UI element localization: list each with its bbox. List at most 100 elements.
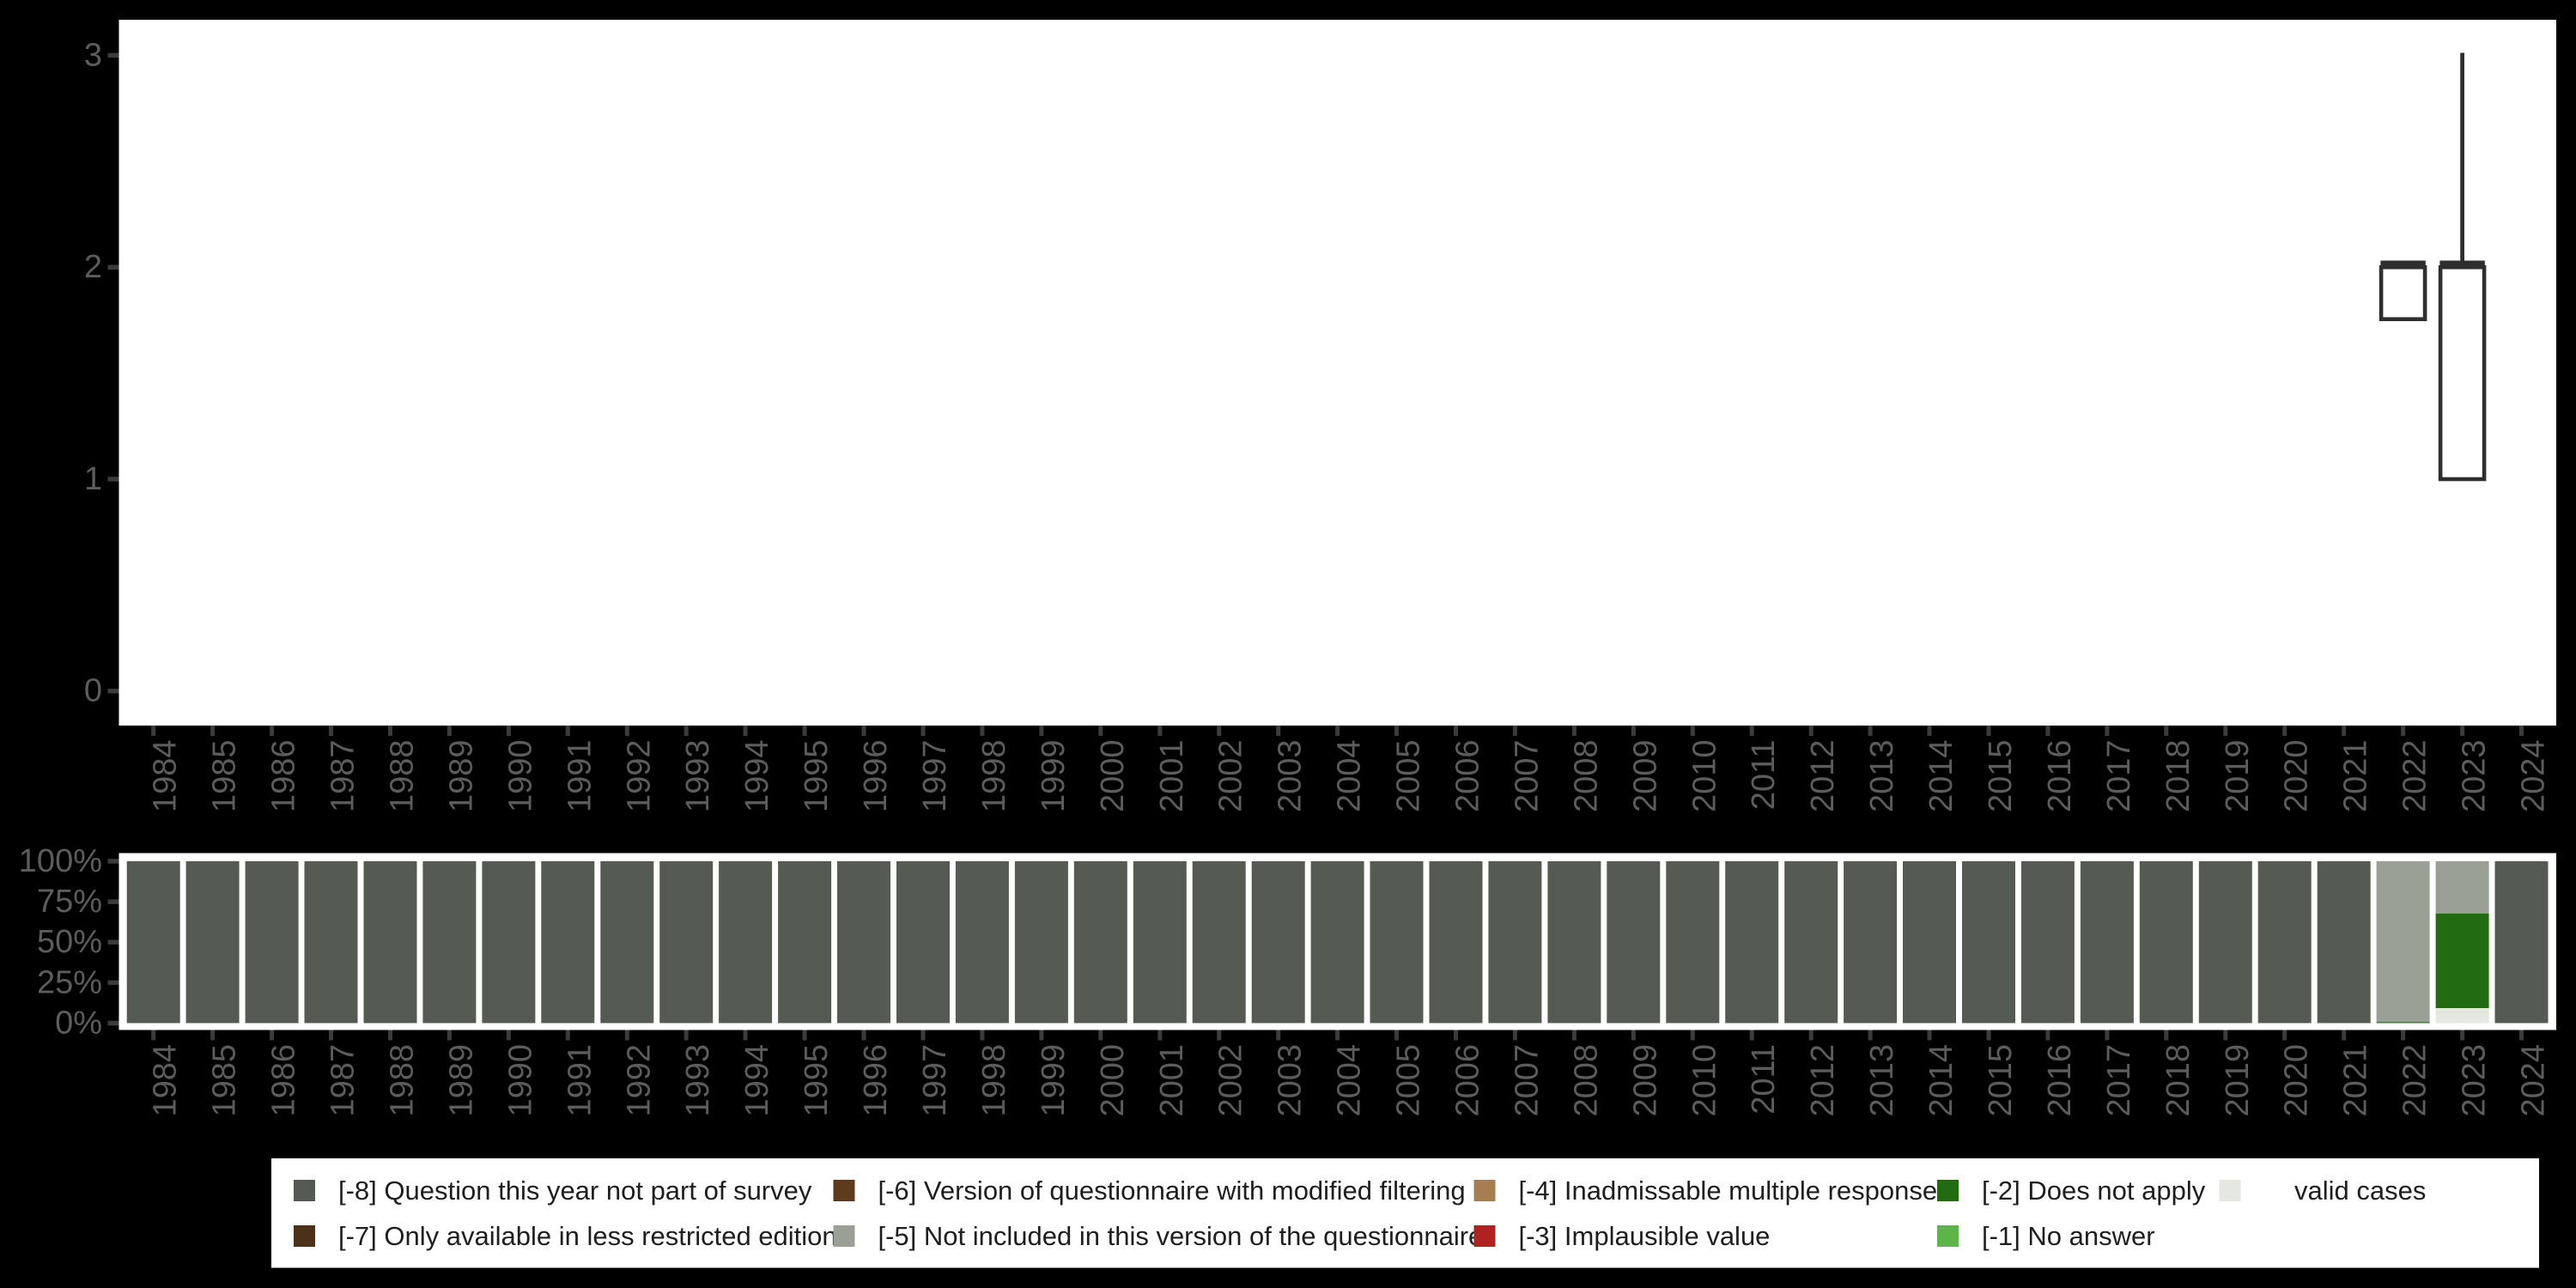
svg-text:1993: 1993 (680, 740, 716, 813)
svg-text:1994: 1994 (739, 740, 775, 813)
svg-text:1990: 1990 (502, 1044, 538, 1117)
svg-text:2019: 2019 (2220, 1044, 2256, 1117)
svg-text:2021: 2021 (2338, 740, 2374, 813)
svg-text:2013: 2013 (1864, 1044, 1900, 1117)
svg-text:2008: 2008 (1568, 740, 1604, 813)
svg-text:50%: 50% (37, 924, 102, 960)
svg-text:1991: 1991 (562, 740, 598, 813)
svg-text:[-7] Only available in less re: [-7] Only available in less restricted e… (338, 1221, 837, 1251)
svg-text:2016: 2016 (2042, 740, 2078, 813)
svg-text:2013: 2013 (1864, 740, 1900, 813)
svg-text:2008: 2008 (1568, 1044, 1604, 1117)
svg-text:2002: 2002 (1213, 740, 1249, 813)
svg-text:[-5] Not included in this vers: [-5] Not included in this version of the… (878, 1221, 1484, 1251)
svg-text:1997: 1997 (917, 740, 953, 813)
svg-text:1992: 1992 (621, 1044, 657, 1117)
svg-text:[-3] Implausible value: [-3] Implausible value (1519, 1221, 1771, 1251)
svg-text:2007: 2007 (1509, 1044, 1545, 1117)
svg-text:1984: 1984 (148, 1044, 184, 1117)
svg-text:2005: 2005 (1391, 740, 1427, 813)
svg-text:2010: 2010 (1686, 740, 1722, 813)
svg-text:2016: 2016 (2042, 1044, 2078, 1117)
svg-text:2003: 2003 (1273, 740, 1309, 813)
svg-text:2024: 2024 (2516, 1044, 2552, 1117)
svg-text:2009: 2009 (1627, 740, 1663, 813)
svg-text:2023: 2023 (2457, 740, 2493, 813)
svg-text:2017: 2017 (2101, 740, 2137, 813)
svg-text:2011: 2011 (1746, 1044, 1782, 1115)
svg-text:2023: 2023 (2457, 1044, 2493, 1117)
svg-text:2015: 2015 (1983, 1044, 2019, 1117)
svg-text:valid cases: valid cases (2294, 1176, 2426, 1206)
svg-text:1992: 1992 (621, 740, 657, 813)
svg-text:1996: 1996 (858, 1044, 894, 1117)
svg-text:2018: 2018 (2160, 740, 2196, 813)
svg-text:2014: 2014 (1923, 1044, 1959, 1117)
svg-text:2006: 2006 (1450, 740, 1486, 813)
svg-text:2001: 2001 (1154, 1044, 1190, 1117)
svg-text:2014: 2014 (1923, 740, 1959, 813)
svg-text:1987: 1987 (325, 740, 361, 813)
svg-text:1984: 1984 (148, 740, 184, 813)
svg-text:100%: 100% (19, 843, 102, 879)
svg-text:1997: 1997 (917, 1044, 953, 1117)
svg-text:2007: 2007 (1509, 740, 1545, 813)
svg-text:2005: 2005 (1391, 1044, 1427, 1117)
svg-text:2020: 2020 (2279, 740, 2315, 813)
svg-text:1999: 1999 (1036, 740, 1072, 813)
svg-text:1987: 1987 (325, 1044, 361, 1117)
svg-text:2011: 2011 (1746, 740, 1782, 811)
svg-text:2009: 2009 (1627, 1044, 1663, 1117)
svg-text:2020: 2020 (2279, 1044, 2315, 1117)
svg-text:0%: 0% (55, 1005, 102, 1042)
svg-text:[-6] Version of questionnaire: [-6] Version of questionnaire with modif… (878, 1176, 1466, 1206)
svg-text:2000: 2000 (1095, 1044, 1131, 1117)
svg-text:2: 2 (84, 249, 102, 285)
svg-text:[-2] Does not apply: [-2] Does not apply (1982, 1176, 2206, 1206)
svg-text:0: 0 (84, 673, 102, 709)
svg-text:1998: 1998 (976, 740, 1012, 813)
svg-text:2019: 2019 (2220, 740, 2256, 813)
svg-text:2003: 2003 (1273, 1044, 1309, 1117)
svg-text:1990: 1990 (502, 740, 538, 813)
svg-text:1998: 1998 (976, 1044, 1012, 1117)
svg-text:2000: 2000 (1095, 740, 1131, 813)
svg-text:1994: 1994 (739, 1044, 775, 1117)
svg-text:2006: 2006 (1450, 1044, 1486, 1117)
svg-text:25%: 25% (37, 964, 102, 1000)
svg-text:2017: 2017 (2101, 1044, 2137, 1117)
svg-text:1986: 1986 (266, 1044, 302, 1117)
svg-text:2024: 2024 (2516, 740, 2552, 813)
svg-text:1986: 1986 (266, 740, 302, 813)
svg-text:1985: 1985 (207, 1044, 243, 1117)
svg-text:2012: 2012 (1805, 740, 1841, 813)
svg-text:1985: 1985 (207, 740, 243, 813)
svg-text:2012: 2012 (1805, 1044, 1841, 1117)
svg-text:1989: 1989 (443, 1044, 479, 1117)
svg-text:2002: 2002 (1213, 1044, 1249, 1117)
svg-text:75%: 75% (37, 884, 102, 920)
svg-text:2001: 2001 (1154, 740, 1190, 813)
svg-text:2004: 2004 (1332, 1044, 1368, 1117)
svg-text:2022: 2022 (2397, 1044, 2433, 1117)
svg-text:1996: 1996 (858, 740, 894, 813)
svg-text:3: 3 (84, 38, 102, 74)
svg-text:1995: 1995 (799, 1044, 835, 1117)
svg-text:2004: 2004 (1332, 740, 1368, 813)
svg-text:[-1] No answer: [-1] No answer (1982, 1221, 2155, 1251)
svg-text:2010: 2010 (1686, 1044, 1722, 1117)
svg-text:[-4] Inadmissable multiple res: [-4] Inadmissable multiple response (1519, 1176, 1938, 1206)
svg-text:1991: 1991 (562, 1044, 598, 1117)
svg-text:1993: 1993 (680, 1044, 716, 1117)
svg-text:[-8] Question this year not pa: [-8] Question this year not part of surv… (338, 1176, 812, 1206)
svg-text:1: 1 (84, 461, 102, 497)
svg-text:2018: 2018 (2160, 1044, 2196, 1117)
svg-text:1988: 1988 (385, 1044, 421, 1117)
svg-text:1999: 1999 (1036, 1044, 1072, 1117)
svg-text:2021: 2021 (2338, 1044, 2374, 1117)
svg-text:1988: 1988 (385, 740, 421, 813)
svg-text:1995: 1995 (799, 740, 835, 813)
svg-text:2022: 2022 (2397, 740, 2433, 813)
svg-text:1989: 1989 (443, 740, 479, 813)
svg-text:2015: 2015 (1983, 740, 2019, 813)
